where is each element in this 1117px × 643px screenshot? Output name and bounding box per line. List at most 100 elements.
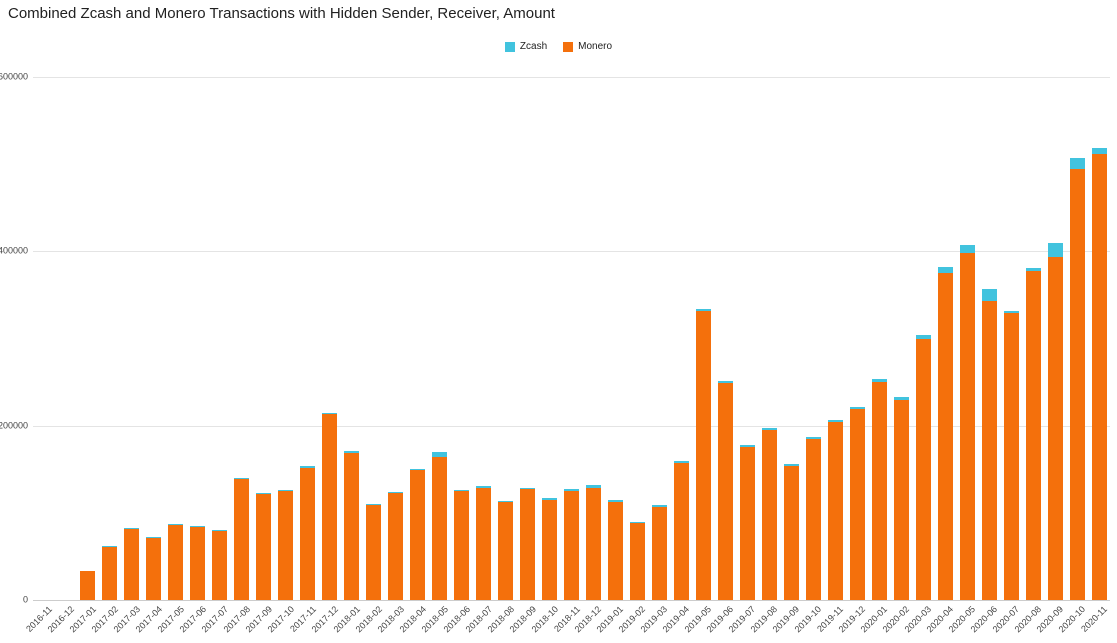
bar-segment-monero-2017-10[interactable] bbox=[278, 491, 294, 600]
bar-segment-zcash-2020-03[interactable] bbox=[915, 335, 931, 340]
bar-segment-zcash-2020-04[interactable] bbox=[937, 267, 953, 274]
bar-segment-zcash-2018-01[interactable] bbox=[344, 451, 360, 453]
bar-segment-monero-2017-07[interactable] bbox=[212, 531, 228, 600]
bar-segment-zcash-2017-11[interactable] bbox=[300, 466, 316, 468]
bar-segment-zcash-2017-03[interactable] bbox=[124, 527, 140, 529]
bar-segment-zcash-2020-02[interactable] bbox=[893, 396, 909, 400]
bar-segment-zcash-2018-04[interactable] bbox=[410, 468, 426, 471]
bar-segment-zcash-2017-06[interactable] bbox=[190, 525, 206, 527]
bar-segment-zcash-2018-12[interactable] bbox=[585, 485, 601, 488]
bar-segment-zcash-2019-05[interactable] bbox=[695, 308, 711, 312]
bar-segment-zcash-2017-09[interactable] bbox=[256, 492, 272, 494]
bar-segment-zcash-2019-01[interactable] bbox=[607, 499, 623, 503]
bar-segment-monero-2018-11[interactable] bbox=[564, 491, 579, 600]
bar-segment-monero-2019-02[interactable] bbox=[629, 523, 645, 600]
bar-segment-monero-2020-02[interactable] bbox=[893, 399, 909, 600]
bar-segment-monero-2017-02[interactable] bbox=[102, 546, 118, 600]
bar-segment-zcash-2018-11[interactable] bbox=[564, 489, 579, 492]
bar-segment-zcash-2017-10[interactable] bbox=[278, 490, 294, 492]
chart-title: Combined Zcash and Monero Transactions w… bbox=[8, 5, 555, 22]
bar-segment-monero-2020-11[interactable] bbox=[1091, 153, 1107, 600]
bar-segment-zcash-2019-03[interactable] bbox=[651, 505, 667, 507]
bar-segment-zcash-2020-06[interactable] bbox=[981, 288, 997, 302]
bar-segment-zcash-2018-02[interactable] bbox=[366, 504, 382, 505]
bar-segment-monero-2017-01[interactable] bbox=[80, 571, 96, 600]
bar-segment-monero-2018-01[interactable] bbox=[344, 452, 360, 600]
bar-segment-monero-2020-04[interactable] bbox=[937, 273, 953, 600]
bar-segment-zcash-2017-08[interactable] bbox=[234, 477, 250, 479]
bar-segment-zcash-2019-12[interactable] bbox=[849, 406, 865, 410]
bar-segment-monero-2018-07[interactable] bbox=[476, 487, 492, 600]
bar-segment-monero-2019-08[interactable] bbox=[761, 430, 777, 600]
bar-segment-zcash-2019-06[interactable] bbox=[717, 380, 733, 383]
bar-segment-monero-2020-03[interactable] bbox=[915, 339, 931, 600]
bar-segment-monero-2020-10[interactable] bbox=[1069, 168, 1085, 600]
bar-segment-zcash-2020-11[interactable] bbox=[1091, 147, 1107, 154]
bar-segment-zcash-2018-09[interactable] bbox=[520, 487, 536, 490]
bar-segment-zcash-2018-05[interactable] bbox=[432, 451, 448, 458]
bar-segment-monero-2019-12[interactable] bbox=[849, 409, 865, 600]
y-tick-label: 400000 bbox=[0, 245, 28, 256]
bar-segment-monero-2017-11[interactable] bbox=[300, 467, 316, 600]
bar-segment-monero-2019-07[interactable] bbox=[739, 446, 755, 600]
bar-segment-monero-2020-01[interactable] bbox=[871, 382, 887, 600]
gridline bbox=[33, 77, 1110, 78]
bar-segment-zcash-2020-10[interactable] bbox=[1069, 158, 1085, 169]
bar-segment-monero-2019-10[interactable] bbox=[805, 438, 821, 600]
bar-segment-monero-2018-08[interactable] bbox=[498, 501, 514, 600]
bar-segment-monero-2019-05[interactable] bbox=[695, 311, 711, 600]
bar-segment-monero-2017-04[interactable] bbox=[146, 538, 162, 600]
bar-segment-monero-2018-06[interactable] bbox=[454, 491, 470, 600]
legend-label: Zcash bbox=[519, 41, 548, 52]
bar-segment-zcash-2019-09[interactable] bbox=[783, 464, 799, 466]
bar-segment-zcash-2019-08[interactable] bbox=[761, 427, 777, 431]
bar-segment-monero-2018-12[interactable] bbox=[585, 487, 601, 600]
bar-segment-zcash-2019-04[interactable] bbox=[673, 461, 689, 464]
bar-segment-zcash-2017-07[interactable] bbox=[212, 530, 228, 532]
bar-segment-monero-2018-10[interactable] bbox=[542, 499, 558, 600]
bar-segment-monero-2017-03[interactable] bbox=[124, 528, 140, 600]
bar-segment-monero-2017-05[interactable] bbox=[168, 525, 184, 600]
bar-segment-zcash-2017-05[interactable] bbox=[168, 524, 184, 526]
bar-segment-monero-2018-05[interactable] bbox=[432, 457, 448, 600]
legend-item-monero[interactable]: Monero bbox=[563, 41, 612, 52]
bar-segment-zcash-2020-08[interactable] bbox=[1025, 267, 1041, 272]
bar-segment-monero-2018-04[interactable] bbox=[410, 470, 426, 600]
bar-segment-monero-2017-06[interactable] bbox=[190, 526, 206, 600]
bar-segment-zcash-2018-03[interactable] bbox=[388, 491, 404, 493]
bar-segment-monero-2019-01[interactable] bbox=[607, 502, 623, 600]
bar-segment-zcash-2019-07[interactable] bbox=[739, 444, 755, 447]
bar-segment-monero-2019-04[interactable] bbox=[673, 463, 689, 600]
bar-segment-zcash-2017-02[interactable] bbox=[102, 545, 118, 547]
legend-item-zcash[interactable]: Zcash bbox=[504, 41, 548, 52]
bar-segment-zcash-2019-02[interactable] bbox=[629, 522, 645, 524]
bar-segment-zcash-2018-07[interactable] bbox=[476, 485, 492, 488]
bar-segment-monero-2020-06[interactable] bbox=[981, 301, 997, 600]
bar-segment-monero-2019-09[interactable] bbox=[783, 465, 799, 600]
bar-segment-monero-2020-05[interactable] bbox=[959, 253, 975, 600]
bar-segment-zcash-2019-10[interactable] bbox=[805, 436, 821, 439]
bar-segment-zcash-2019-11[interactable] bbox=[827, 420, 843, 423]
bar-segment-monero-2019-03[interactable] bbox=[651, 506, 667, 600]
bar-segment-monero-2020-08[interactable] bbox=[1025, 271, 1041, 600]
bar-segment-monero-2017-08[interactable] bbox=[234, 478, 250, 600]
bar-segment-monero-2017-12[interactable] bbox=[322, 414, 338, 600]
bar-segment-zcash-2020-09[interactable] bbox=[1047, 242, 1063, 258]
bar-segment-zcash-2020-01[interactable] bbox=[871, 379, 887, 383]
bar-segment-monero-2019-06[interactable] bbox=[717, 382, 733, 600]
bar-segment-zcash-2018-06[interactable] bbox=[454, 489, 470, 492]
bar-segment-monero-2019-11[interactable] bbox=[827, 422, 843, 600]
bar-segment-zcash-2020-05[interactable] bbox=[959, 245, 975, 254]
bar-segment-monero-2020-09[interactable] bbox=[1047, 257, 1063, 600]
bar-segment-monero-2017-09[interactable] bbox=[256, 493, 272, 600]
bar-segment-zcash-2018-10[interactable] bbox=[542, 498, 558, 500]
bar-segment-monero-2018-09[interactable] bbox=[520, 489, 536, 600]
bar-segment-monero-2018-03[interactable] bbox=[388, 492, 404, 600]
bar-segment-zcash-2018-08[interactable] bbox=[498, 500, 514, 502]
legend-label: Monero bbox=[578, 41, 613, 52]
bar-segment-zcash-2017-12[interactable] bbox=[322, 412, 338, 415]
bar-segment-zcash-2020-07[interactable] bbox=[1003, 310, 1019, 314]
bar-segment-zcash-2017-04[interactable] bbox=[146, 537, 162, 539]
bar-segment-monero-2020-07[interactable] bbox=[1003, 313, 1019, 600]
bar-segment-monero-2018-02[interactable] bbox=[366, 505, 382, 600]
